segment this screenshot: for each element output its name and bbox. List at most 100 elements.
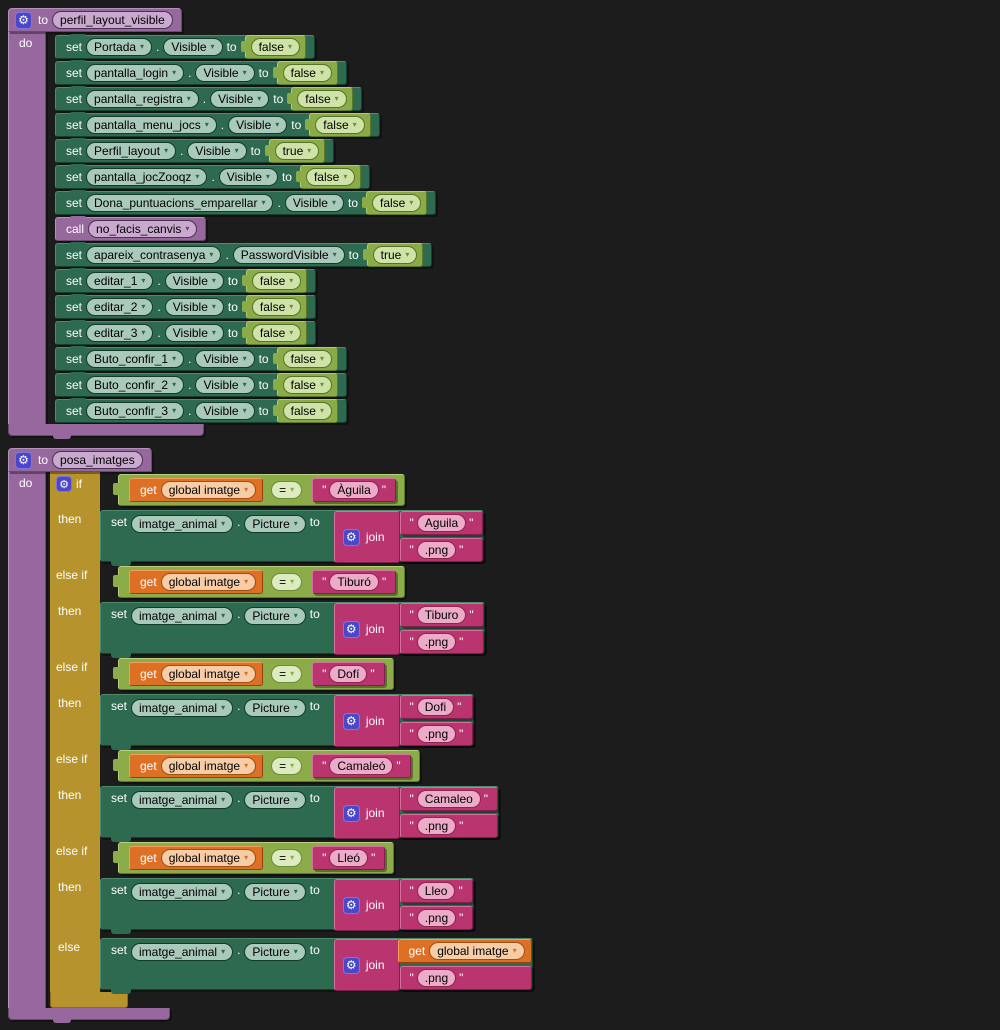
mutator-gear-icon[interactable]: ⚙ (342, 712, 360, 730)
text-string-block[interactable]: " Àguila " (312, 478, 397, 502)
value-dropdown[interactable]: false ▾ (372, 194, 422, 212)
dropdown-arrow-icon[interactable]: ▾ (275, 120, 280, 129)
dropdown-arrow-icon[interactable]: ▾ (242, 406, 247, 415)
dropdown-arrow-icon[interactable]: ▾ (293, 519, 298, 528)
string-field[interactable]: .png (416, 909, 457, 927)
dropdown-arrow-icon[interactable]: ▾ (242, 68, 247, 77)
dropdown-arrow-icon[interactable]: ▾ (242, 380, 247, 389)
variable-dropdown[interactable]: global imatge ▾ (160, 573, 257, 591)
procedure-block-posa-imatges[interactable]: ⚙ to posa_imatges do ⚙ (8, 448, 533, 1023)
equals-block[interactable]: get global imatge ▾ = ▾ (112, 566, 406, 598)
dropdown-arrow-icon[interactable]: ▾ (265, 172, 270, 181)
operator-dropdown[interactable]: = ▾ (271, 573, 303, 591)
dropdown-arrow-icon[interactable]: ▾ (261, 198, 266, 207)
property-dropdown[interactable]: Picture ▾ (244, 791, 306, 809)
text-string-block[interactable]: " Aguila " (399, 511, 484, 535)
string-field[interactable]: Tiburo (416, 606, 467, 624)
set-block[interactable]: set imatge_animal ▾ . Picture ▾ (100, 786, 500, 842)
equals-block[interactable]: get global imatge ▾ = ▾ (113, 658, 394, 690)
logic-value-block[interactable]: true ▾ (362, 243, 424, 267)
logic-value-block[interactable]: false ▾ (361, 191, 428, 215)
text-string-block[interactable]: " Lleo " (399, 879, 474, 903)
dropdown-arrow-icon[interactable]: ▾ (172, 354, 177, 363)
value-dropdown[interactable]: false ▾ (282, 402, 332, 420)
dropdown-arrow-icon[interactable]: ▾ (210, 42, 215, 51)
dropdown-arrow-icon[interactable]: ▾ (244, 577, 249, 586)
mutator-gear-icon[interactable]: ⚙ (342, 620, 360, 638)
property-dropdown[interactable]: Visible ▾ (210, 90, 270, 108)
component-dropdown[interactable]: imatge_animal ▾ (131, 943, 234, 961)
dropdown-arrow-icon[interactable]: ▾ (141, 276, 146, 285)
set-block[interactable]: set imatge_animal ▾ . Picture ▾ (100, 510, 485, 566)
property-dropdown[interactable]: Visible ▾ (164, 272, 224, 290)
component-dropdown[interactable]: Buto_confir_3 ▾ (86, 402, 185, 420)
value-dropdown[interactable]: false ▾ (251, 298, 302, 316)
dropdown-arrow-icon[interactable]: ▾ (405, 250, 410, 259)
string-field[interactable]: Dofí (329, 665, 368, 683)
equals-block[interactable]: get global imatge ▾ = ▾ (113, 750, 420, 782)
dropdown-arrow-icon[interactable]: ▾ (290, 485, 295, 494)
string-field[interactable]: .png (416, 817, 457, 835)
text-string-block[interactable]: " Camaleo " (399, 787, 499, 811)
property-dropdown[interactable]: Picture ▾ (244, 883, 306, 901)
dropdown-arrow-icon[interactable]: ▾ (164, 146, 169, 155)
operator-dropdown[interactable]: = ▾ (271, 665, 303, 683)
set-block[interactable]: set editar_3 ▾ . Visible ▾ to (55, 320, 317, 345)
join-block[interactable]: ⚙ join " Aguila " (333, 511, 484, 563)
set-block[interactable]: set imatge_animal ▾ . Picture ▾ to (100, 938, 533, 994)
dropdown-arrow-icon[interactable]: ▾ (221, 703, 226, 712)
set-block[interactable]: set Buto_confir_3 ▾ . Visible ▾ to (55, 398, 347, 423)
set-block[interactable]: set imatge_animal ▾ . Picture ▾ (100, 878, 475, 934)
value-dropdown[interactable]: false ▾ (315, 116, 365, 134)
variable-dropdown[interactable]: global imatge ▾ (160, 665, 257, 683)
dropdown-arrow-icon[interactable]: ▾ (293, 703, 298, 712)
string-field[interactable]: Camaleo (416, 790, 481, 808)
property-dropdown[interactable]: Visible ▾ (164, 324, 224, 342)
text-string-block[interactable]: " .png " (399, 906, 474, 930)
dropdown-arrow-icon[interactable]: ▾ (331, 198, 336, 207)
dropdown-arrow-icon[interactable]: ▾ (512, 946, 517, 955)
dropdown-arrow-icon[interactable]: ▾ (211, 302, 216, 311)
dropdown-arrow-icon[interactable]: ▾ (334, 94, 339, 103)
procedure-name-field[interactable]: perfil_layout_visible (52, 11, 173, 29)
operator-dropdown[interactable]: = ▾ (271, 481, 303, 499)
string-field[interactable]: .png (416, 633, 457, 651)
dropdown-arrow-icon[interactable]: ▾ (343, 172, 348, 181)
value-dropdown[interactable]: false ▾ (305, 168, 356, 186)
text-string-block[interactable]: " Camaleó " (312, 754, 411, 778)
set-block[interactable]: set Perfil_layout ▾ . Visible ▾ to (55, 138, 335, 163)
property-dropdown[interactable]: Picture ▾ (244, 607, 306, 625)
dropdown-arrow-icon[interactable]: ▾ (204, 120, 209, 129)
logic-value-block[interactable]: false ▾ (272, 399, 338, 423)
dropdown-arrow-icon[interactable]: ▾ (141, 302, 146, 311)
dropdown-arrow-icon[interactable]: ▾ (242, 354, 247, 363)
mutator-gear-icon[interactable]: ⚙ (342, 956, 360, 974)
string-field[interactable]: Lleo (416, 882, 456, 900)
dropdown-arrow-icon[interactable]: ▾ (172, 380, 177, 389)
string-field[interactable]: .png (416, 541, 457, 559)
dropdown-arrow-icon[interactable]: ▾ (293, 611, 298, 620)
operator-dropdown[interactable]: = ▾ (271, 757, 303, 775)
dropdown-arrow-icon[interactable]: ▾ (290, 669, 295, 678)
logic-value-block[interactable]: false ▾ (241, 295, 308, 319)
property-dropdown[interactable]: Visible ▾ (228, 116, 288, 134)
mutator-gear-icon[interactable]: ⚙ (342, 528, 360, 546)
component-dropdown[interactable]: imatge_animal ▾ (131, 515, 234, 533)
text-string-block[interactable]: " Dofí " (312, 662, 385, 686)
dropdown-arrow-icon[interactable]: ▾ (221, 887, 226, 896)
get-variable-block[interactable]: get global imatge ▾ (129, 478, 264, 502)
dropdown-arrow-icon[interactable]: ▾ (290, 577, 295, 586)
component-dropdown[interactable]: apareix_contrasenya ▾ (86, 246, 222, 264)
dropdown-arrow-icon[interactable]: ▾ (211, 276, 216, 285)
dropdown-arrow-icon[interactable]: ▾ (287, 42, 292, 51)
logic-value-block[interactable]: false ▾ (272, 61, 338, 85)
dropdown-arrow-icon[interactable]: ▾ (186, 94, 191, 103)
join-block[interactable]: ⚙ join " Dofi " (333, 695, 474, 747)
text-string-block[interactable]: " Tiburó " (312, 570, 397, 594)
dropdown-arrow-icon[interactable]: ▾ (221, 519, 226, 528)
set-block[interactable]: set apareix_contrasenya ▾ . PasswordVisi… (55, 242, 433, 267)
equals-block[interactable]: get global imatge ▾ = ▾ (112, 474, 406, 506)
component-dropdown[interactable]: imatge_animal ▾ (131, 607, 234, 625)
dropdown-arrow-icon[interactable]: ▾ (141, 328, 146, 337)
logic-value-block[interactable]: false ▾ (241, 321, 308, 345)
